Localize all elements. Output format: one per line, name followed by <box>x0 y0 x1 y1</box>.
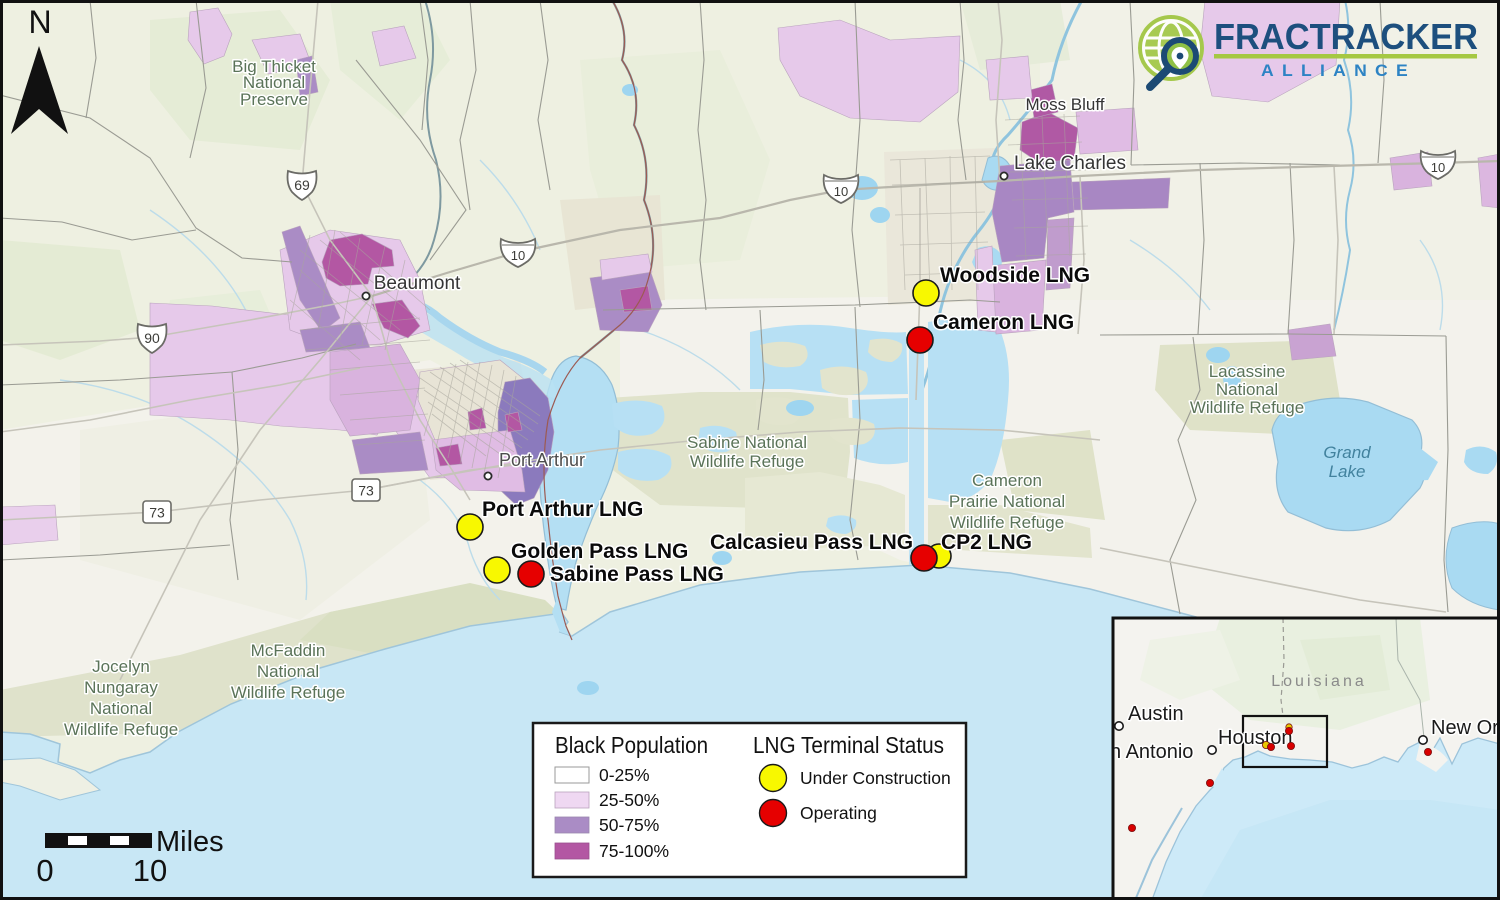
svg-text:Cameron: Cameron <box>972 471 1042 490</box>
svg-text:Wildlife Refuge: Wildlife Refuge <box>231 683 345 702</box>
svg-text:10: 10 <box>834 184 848 199</box>
svg-text:Big Thicket: Big Thicket <box>232 57 316 76</box>
svg-text:Preserve: Preserve <box>240 90 308 109</box>
svg-text:CP2 LNG: CP2 LNG <box>941 531 1032 554</box>
svg-text:25-50%: 25-50% <box>599 790 659 810</box>
svg-text:Under Construction: Under Construction <box>800 768 951 788</box>
svg-text:New Orle: New Orle <box>1431 717 1500 739</box>
svg-text:Wildlife Refuge: Wildlife Refuge <box>690 452 804 471</box>
svg-text:10: 10 <box>1431 160 1445 175</box>
svg-text:50-75%: 50-75% <box>599 815 659 835</box>
svg-text:McFaddin: McFaddin <box>251 641 326 660</box>
svg-text:Cameron LNG: Cameron LNG <box>933 311 1074 334</box>
svg-text:Wildlife Refuge: Wildlife Refuge <box>950 513 1064 532</box>
svg-text:Grand: Grand <box>1323 443 1371 462</box>
svg-text:75-100%: 75-100% <box>599 841 669 861</box>
svg-text:10: 10 <box>511 248 525 263</box>
svg-text:Operating: Operating <box>800 803 877 823</box>
svg-text:Houston: Houston <box>1218 727 1293 749</box>
svg-text:Sabine Pass LNG: Sabine Pass LNG <box>550 563 724 586</box>
svg-text:Moss Bluff: Moss Bluff <box>1025 95 1104 114</box>
svg-text:Sabine National: Sabine National <box>687 433 807 452</box>
svg-text:Louisiana: Louisiana <box>1271 673 1367 690</box>
svg-text:Austin: Austin <box>1128 703 1184 725</box>
svg-text:Nungaray: Nungaray <box>84 678 158 697</box>
svg-text:FRACTRACKER: FRACTRACKER <box>1214 16 1478 57</box>
svg-text:73: 73 <box>358 483 374 499</box>
svg-text:Lake Charles: Lake Charles <box>1014 153 1126 174</box>
svg-text:Jocelyn: Jocelyn <box>92 657 150 676</box>
svg-text:Prairie National: Prairie National <box>949 492 1065 511</box>
svg-text:Wildlife Refuge: Wildlife Refuge <box>64 720 178 739</box>
svg-text:Lacassine: Lacassine <box>1209 362 1286 381</box>
svg-text:National: National <box>1216 380 1278 399</box>
svg-text:90: 90 <box>144 330 160 346</box>
svg-text:Port Arthur LNG: Port Arthur LNG <box>482 498 643 521</box>
svg-text:10: 10 <box>133 853 167 888</box>
svg-text:Port Arthur: Port Arthur <box>499 450 585 470</box>
svg-text:Woodside LNG: Woodside LNG <box>940 264 1090 287</box>
svg-text:National: National <box>90 699 152 718</box>
svg-text:n Antonio: n Antonio <box>1110 741 1193 763</box>
svg-text:Black Population: Black Population <box>555 732 708 758</box>
svg-text:Miles: Miles <box>156 826 224 858</box>
svg-text:Calcasieu Pass LNG: Calcasieu Pass LNG <box>710 531 913 554</box>
svg-text:Golden Pass LNG: Golden Pass LNG <box>511 540 688 563</box>
svg-text:ALLIANCE: ALLIANCE <box>1261 61 1416 80</box>
svg-text:N: N <box>28 4 51 40</box>
svg-text:National: National <box>257 662 319 681</box>
svg-text:73: 73 <box>149 505 165 521</box>
svg-text:0: 0 <box>36 853 53 888</box>
svg-text:0-25%: 0-25% <box>599 765 650 785</box>
svg-text:69: 69 <box>294 177 310 193</box>
svg-text:National: National <box>243 73 305 92</box>
svg-text:Lake: Lake <box>1329 462 1366 481</box>
svg-text:Wildlife Refuge: Wildlife Refuge <box>1190 398 1304 417</box>
svg-text:LNG Terminal Status: LNG Terminal Status <box>753 732 944 758</box>
svg-text:Beaumont: Beaumont <box>374 273 461 294</box>
